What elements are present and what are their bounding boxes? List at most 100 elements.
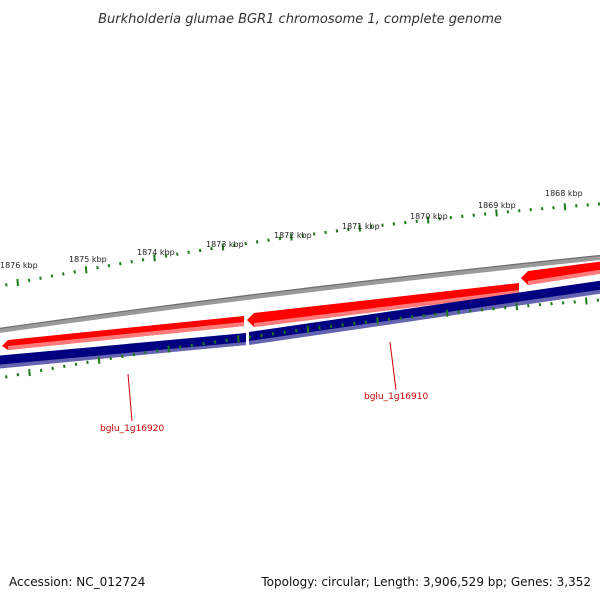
minor-tick	[550, 302, 553, 306]
tick-label-1871: 1871 kbp	[342, 222, 380, 231]
minor-tick	[301, 233, 304, 238]
minor-tick	[422, 313, 426, 318]
minor-tick	[255, 240, 259, 244]
outer-tick-ring	[5, 202, 600, 287]
backbone-ring	[0, 254, 600, 333]
major-tick	[84, 266, 88, 274]
minor-tick	[415, 219, 418, 223]
minor-tick	[248, 335, 252, 339]
gene-label[interactable]: bglu_1g16910	[364, 392, 428, 402]
minor-tick	[461, 214, 464, 219]
minor-tick	[210, 247, 213, 251]
tick-label-1868: 1868 kbp	[545, 189, 583, 198]
minor-tick	[538, 302, 542, 307]
minor-tick	[144, 350, 147, 355]
minor-tick	[244, 241, 247, 246]
minor-tick	[202, 342, 205, 346]
major-tick	[167, 345, 170, 353]
minor-tick	[318, 326, 321, 330]
minor-tick	[597, 202, 600, 206]
tick-label-1873: 1873 kbp	[206, 240, 244, 249]
minor-tick	[271, 332, 275, 336]
minor-tick	[50, 274, 54, 278]
minor-tick	[552, 206, 555, 210]
minor-tick	[573, 300, 576, 304]
reverse-gene-bar[interactable]	[0, 333, 246, 368]
minor-tick	[132, 352, 136, 357]
gene-label[interactable]: bglu_1g16920	[100, 424, 164, 434]
minor-tick	[341, 323, 344, 327]
minor-tick	[27, 278, 31, 283]
minor-tick	[369, 224, 373, 229]
inner-tick-ring	[5, 297, 600, 379]
tick-label-1876: 1876 kbp	[0, 261, 38, 270]
minor-tick	[5, 375, 8, 379]
reverse-strand	[0, 280, 600, 369]
minor-tick	[353, 321, 356, 326]
minor-tick	[179, 345, 182, 349]
tick-label-1874: 1874 kbp	[137, 248, 175, 257]
minor-tick	[155, 349, 159, 353]
genome-summary-text: Topology: circular; Length: 3,906,529 bp…	[260, 575, 591, 589]
minor-tick	[364, 320, 368, 324]
forward-strand	[2, 261, 600, 350]
tick-labels: 1876 kbp 1875 kbp 1874 kbp 1873 kbp 1872…	[0, 189, 583, 270]
minor-tick	[480, 308, 484, 312]
major-tick	[28, 368, 31, 377]
gene-leader-line	[127, 373, 133, 422]
minor-tick	[540, 207, 544, 211]
minor-tick	[141, 258, 145, 262]
major-tick	[153, 254, 156, 262]
minor-tick	[329, 324, 333, 329]
minor-tick	[86, 360, 89, 365]
major-tick	[237, 335, 240, 343]
minor-tick	[107, 263, 111, 268]
major-tick	[563, 203, 567, 211]
minor-tick	[518, 209, 521, 213]
minor-tick	[278, 236, 282, 241]
minor-tick	[312, 232, 316, 236]
minor-tick	[411, 315, 414, 319]
minor-tick	[387, 317, 391, 322]
minor-tick	[283, 330, 286, 334]
minor-tick	[381, 223, 384, 227]
minor-tick	[119, 261, 122, 266]
minor-tick	[73, 270, 76, 274]
tick-label-1875: 1875 kbp	[69, 255, 107, 264]
forward-gene-shade	[254, 290, 519, 327]
major-tick	[445, 309, 449, 317]
reverse-gene-shade	[249, 289, 600, 345]
minor-tick	[434, 312, 437, 317]
minor-tick	[96, 266, 99, 270]
minor-tick	[335, 229, 339, 233]
minor-tick	[225, 338, 228, 343]
minor-tick	[596, 298, 600, 302]
minor-tick	[527, 303, 530, 308]
gene-leader-line	[389, 341, 397, 391]
minor-tick	[190, 343, 194, 348]
minor-tick	[575, 204, 578, 208]
map-title: Burkholderia glumae BGR1 chromosome 1, c…	[98, 12, 502, 27]
minor-tick	[16, 373, 20, 377]
minor-tick	[164, 254, 168, 258]
accession-text: Accession: NC_012724	[9, 575, 145, 589]
minor-tick	[503, 305, 507, 310]
minor-tick	[260, 333, 263, 338]
major-tick	[585, 297, 588, 305]
tick-label-1870: 1870 kbp	[410, 212, 448, 221]
minor-tick	[438, 217, 441, 221]
tick-label-1872: 1872 kbp	[274, 231, 312, 240]
minor-tick	[404, 220, 407, 225]
minor-tick	[130, 260, 133, 264]
minor-tick	[267, 238, 270, 242]
major-tick	[515, 303, 518, 311]
minor-tick	[109, 356, 112, 361]
minor-tick	[449, 215, 453, 220]
tick-label-1869: 1869 kbp	[478, 201, 516, 210]
minor-tick	[233, 243, 236, 247]
minor-tick	[457, 310, 460, 314]
forward-gene-shade	[8, 322, 244, 350]
major-tick	[495, 209, 498, 217]
major-tick	[221, 243, 225, 251]
